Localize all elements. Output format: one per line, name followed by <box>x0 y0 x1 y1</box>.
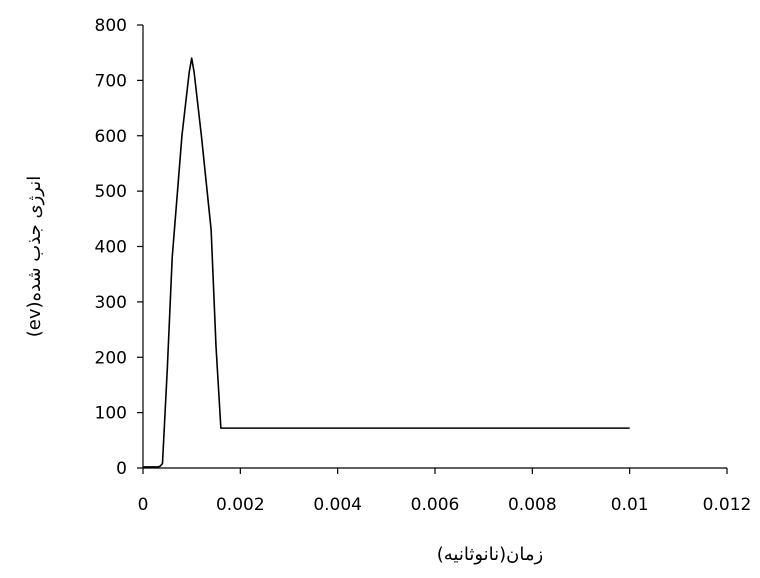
x-tick-label: 0.006 <box>411 495 460 515</box>
x-tick-label: 0.002 <box>216 495 265 515</box>
axes <box>142 25 727 469</box>
y-tick-label: 600 <box>95 127 127 147</box>
y-tick-label: 700 <box>95 71 127 91</box>
y-tick-label: 200 <box>95 348 127 368</box>
x-ticks: 0 0.002 0.004 0.006 0.008 0.01 0.012 <box>138 468 752 515</box>
x-tick-label: 0.008 <box>508 495 557 515</box>
series-line-1 <box>143 57 630 468</box>
x-tick-label: 0.004 <box>313 495 362 515</box>
y-tick-label: 400 <box>95 238 127 258</box>
y-ticks: 0 100 200 300 400 500 600 700 800 <box>95 16 143 479</box>
y-tick-label: 300 <box>95 293 127 313</box>
x-tick-label: 0.012 <box>703 495 752 515</box>
y-tick-label: 800 <box>95 16 127 36</box>
series <box>143 57 630 468</box>
y-tick-label: 500 <box>95 182 127 202</box>
y-tick-label: 100 <box>95 404 127 424</box>
x-axis-title: زمان(نانوثانیه) <box>437 544 543 565</box>
x-tick-label: 0 <box>138 495 149 515</box>
y-axis-title: انرژی جذب شده(ev) <box>24 176 45 337</box>
x-tick-label: 0.01 <box>611 495 649 515</box>
y-tick-label: 0 <box>116 459 127 479</box>
